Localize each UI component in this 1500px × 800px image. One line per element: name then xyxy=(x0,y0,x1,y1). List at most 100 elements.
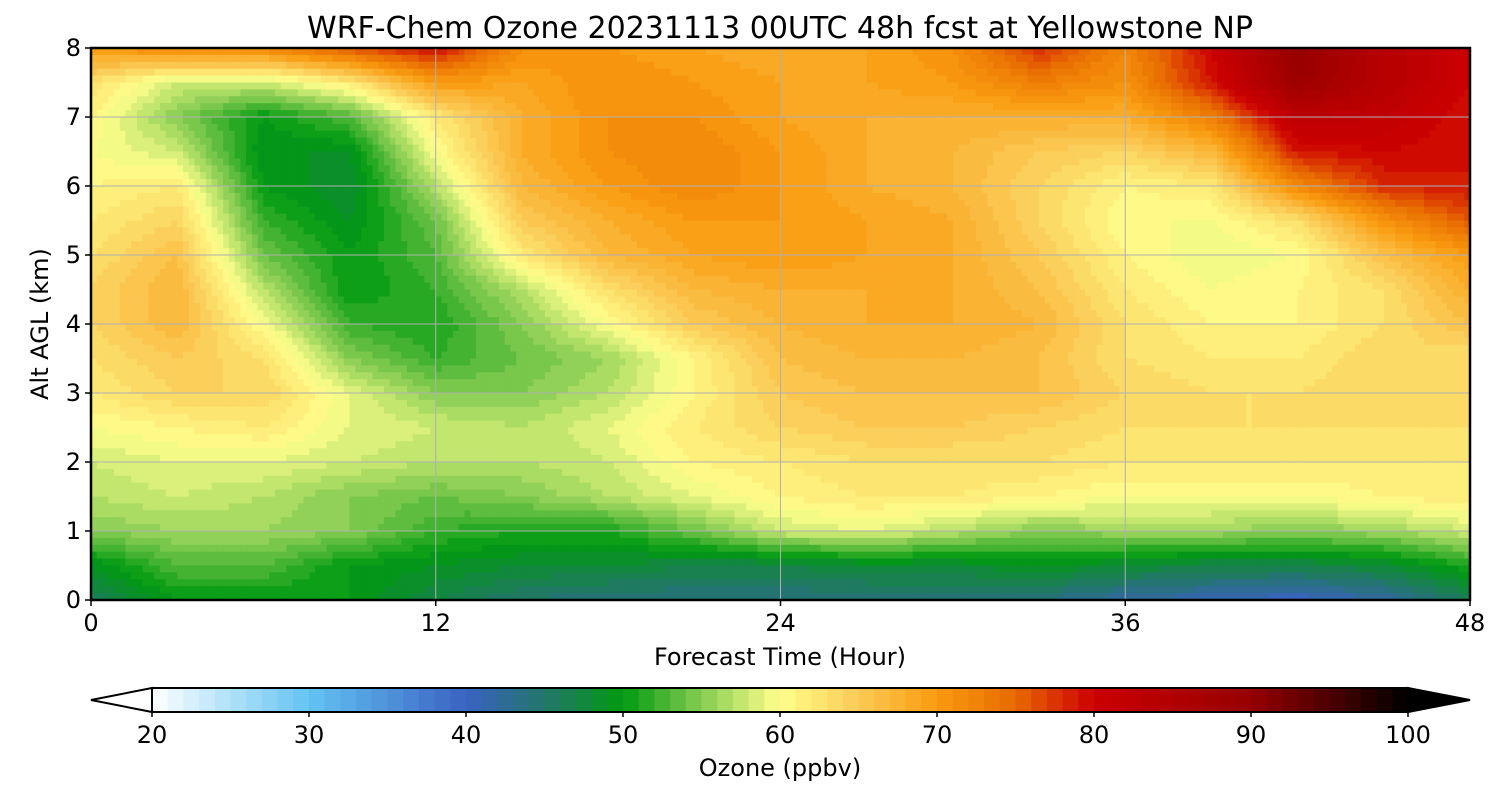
contour-cell xyxy=(1033,144,1040,153)
contour-cell xyxy=(1297,96,1304,104)
contour-cell xyxy=(1062,61,1069,70)
contour-cell xyxy=(458,117,466,125)
contour-cell xyxy=(981,68,988,77)
contour-cell xyxy=(728,130,736,139)
contour-cell xyxy=(131,103,138,111)
contour-cell xyxy=(791,158,799,166)
contour-cell xyxy=(1355,144,1362,153)
contour-cell xyxy=(1424,123,1431,132)
contour-cell xyxy=(1073,103,1080,111)
contour-cell xyxy=(498,130,506,139)
contour-cell xyxy=(332,123,339,132)
contour-cell xyxy=(613,186,621,194)
contour-cell xyxy=(774,48,782,56)
contour-cell xyxy=(1297,172,1304,180)
contour-cell xyxy=(407,151,414,159)
contour-cell xyxy=(516,110,523,118)
contour-cell xyxy=(837,179,845,187)
contour-cell xyxy=(1062,103,1069,111)
contour-cell xyxy=(740,144,747,153)
contour-cell xyxy=(1429,96,1437,104)
contour-cell xyxy=(1217,172,1224,180)
contour-cell xyxy=(355,144,362,153)
contour-cell xyxy=(751,68,759,77)
contour-cell xyxy=(125,117,132,125)
contour-cell xyxy=(338,68,345,77)
contour-cell xyxy=(1217,130,1224,139)
contour-cell xyxy=(1280,144,1287,153)
contour-cell xyxy=(194,158,201,166)
contour-cell xyxy=(1332,89,1339,97)
contour-cell xyxy=(269,151,276,159)
contour-cell xyxy=(958,151,965,159)
contour-cell xyxy=(757,151,764,159)
contour-cell xyxy=(791,186,799,194)
contour-cell xyxy=(1257,137,1264,146)
contour-cell xyxy=(1113,144,1121,153)
contour-cell xyxy=(1050,165,1057,173)
contour-cell xyxy=(803,103,810,111)
contour-cell xyxy=(510,96,517,104)
contour-cell xyxy=(947,110,954,118)
contour-cell xyxy=(757,117,764,125)
contour-cell xyxy=(320,123,328,132)
contour-cell xyxy=(361,151,368,159)
contour-cell xyxy=(1240,75,1247,84)
contour-cell xyxy=(602,103,609,111)
contour-cell xyxy=(1136,123,1144,132)
contour-cell xyxy=(1217,68,1224,77)
contour-cell xyxy=(481,82,489,90)
contour-cell xyxy=(849,54,856,63)
contour-cell xyxy=(837,172,845,180)
contour-cell xyxy=(510,68,517,77)
contour-cell xyxy=(826,75,833,84)
contour-cell xyxy=(96,144,104,153)
contour-cell xyxy=(470,158,477,166)
contour-cell xyxy=(223,137,230,146)
contour-cell xyxy=(96,137,104,146)
contour-cell xyxy=(125,186,132,194)
contour-cell xyxy=(1274,144,1281,153)
contour-cell xyxy=(878,82,885,90)
contour-cell xyxy=(901,48,908,56)
contour-cell xyxy=(1182,96,1190,104)
contour-cell xyxy=(286,82,293,90)
contour-cell xyxy=(1108,137,1115,146)
contour-cell xyxy=(832,144,839,153)
contour-cell xyxy=(860,96,868,104)
contour-cell xyxy=(274,179,282,187)
contour-cell xyxy=(1349,117,1356,125)
contour-cell xyxy=(734,54,741,63)
contour-cell xyxy=(682,75,690,84)
contour-cell xyxy=(407,123,414,132)
contour-cell xyxy=(1010,89,1017,97)
contour-cell xyxy=(338,123,345,132)
contour-cell xyxy=(1406,117,1414,125)
contour-cell xyxy=(860,89,868,97)
contour-cell xyxy=(297,82,305,90)
contour-cell xyxy=(757,82,764,90)
contour-cell xyxy=(924,82,931,90)
contour-cell xyxy=(1303,110,1310,118)
contour-cell xyxy=(412,117,420,125)
contour-cell xyxy=(585,48,592,56)
contour-cell xyxy=(424,75,431,84)
contour-cell xyxy=(814,130,822,139)
contour-cell xyxy=(1171,103,1178,111)
contour-cell xyxy=(1004,75,1011,84)
contour-cell xyxy=(200,54,207,63)
contour-cell xyxy=(361,82,368,90)
contour-cell xyxy=(246,103,253,111)
contour-cell xyxy=(452,179,460,187)
contour-cell xyxy=(1372,158,1379,166)
contour-cell xyxy=(694,48,701,56)
contour-cell xyxy=(878,186,885,194)
contour-cell xyxy=(740,123,747,132)
contour-cell xyxy=(901,137,908,146)
contour-cell xyxy=(814,123,822,132)
contour-cell xyxy=(906,89,914,97)
contour-cell xyxy=(1165,144,1172,153)
contour-cell xyxy=(470,103,477,111)
contour-cell xyxy=(516,186,523,194)
contour-cell xyxy=(1102,110,1109,118)
